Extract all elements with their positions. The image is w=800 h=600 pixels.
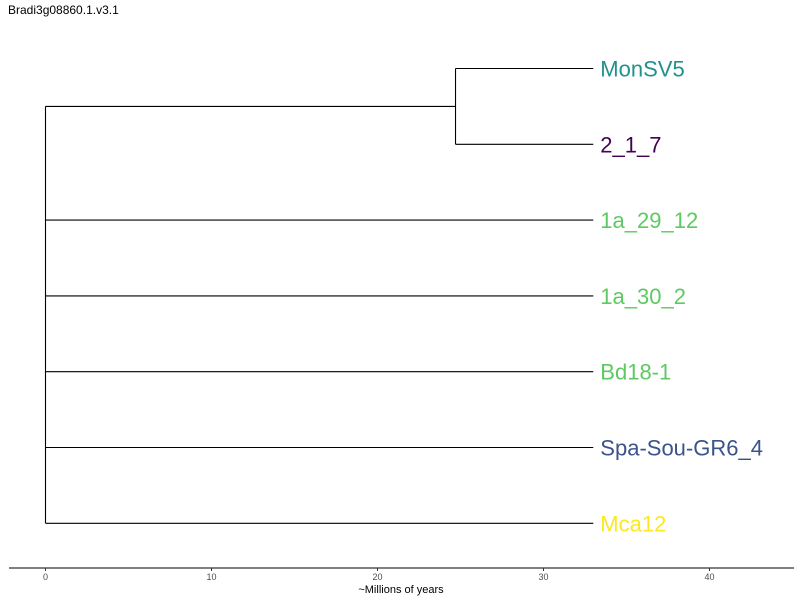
tip-labels: MonSV5 2_1_7 1a_29_12 1a_30_2 Bd18-1 Spa-Sou-…: [600, 57, 763, 537]
tip-label: MonSV5: [600, 57, 684, 82]
tick-label: 0: [43, 572, 48, 582]
tip-label: 2_1_7: [600, 132, 661, 157]
tip-label: Bd18-1: [600, 360, 671, 385]
axis-ticks: 0 10 20 30 40: [43, 568, 715, 582]
tick-label: 30: [538, 572, 548, 582]
tip-label: 1a_30_2: [600, 284, 686, 309]
tip-label: Spa-Sou-GR6_4: [600, 436, 763, 461]
tick-label: 10: [206, 572, 216, 582]
tick-label: 40: [704, 572, 714, 582]
plot-title: Bradi3g08860.1.v3.1: [8, 3, 119, 17]
tip-label: 1a_29_12: [600, 208, 698, 233]
tick-label: 20: [372, 572, 382, 582]
tree-branches: [44, 67, 594, 524]
tip-label: Mca12: [600, 511, 666, 536]
x-axis-title: ~Millions of years: [358, 584, 444, 596]
time-axis: 0 10 20 30 40 ~Millions of years: [9, 567, 794, 596]
